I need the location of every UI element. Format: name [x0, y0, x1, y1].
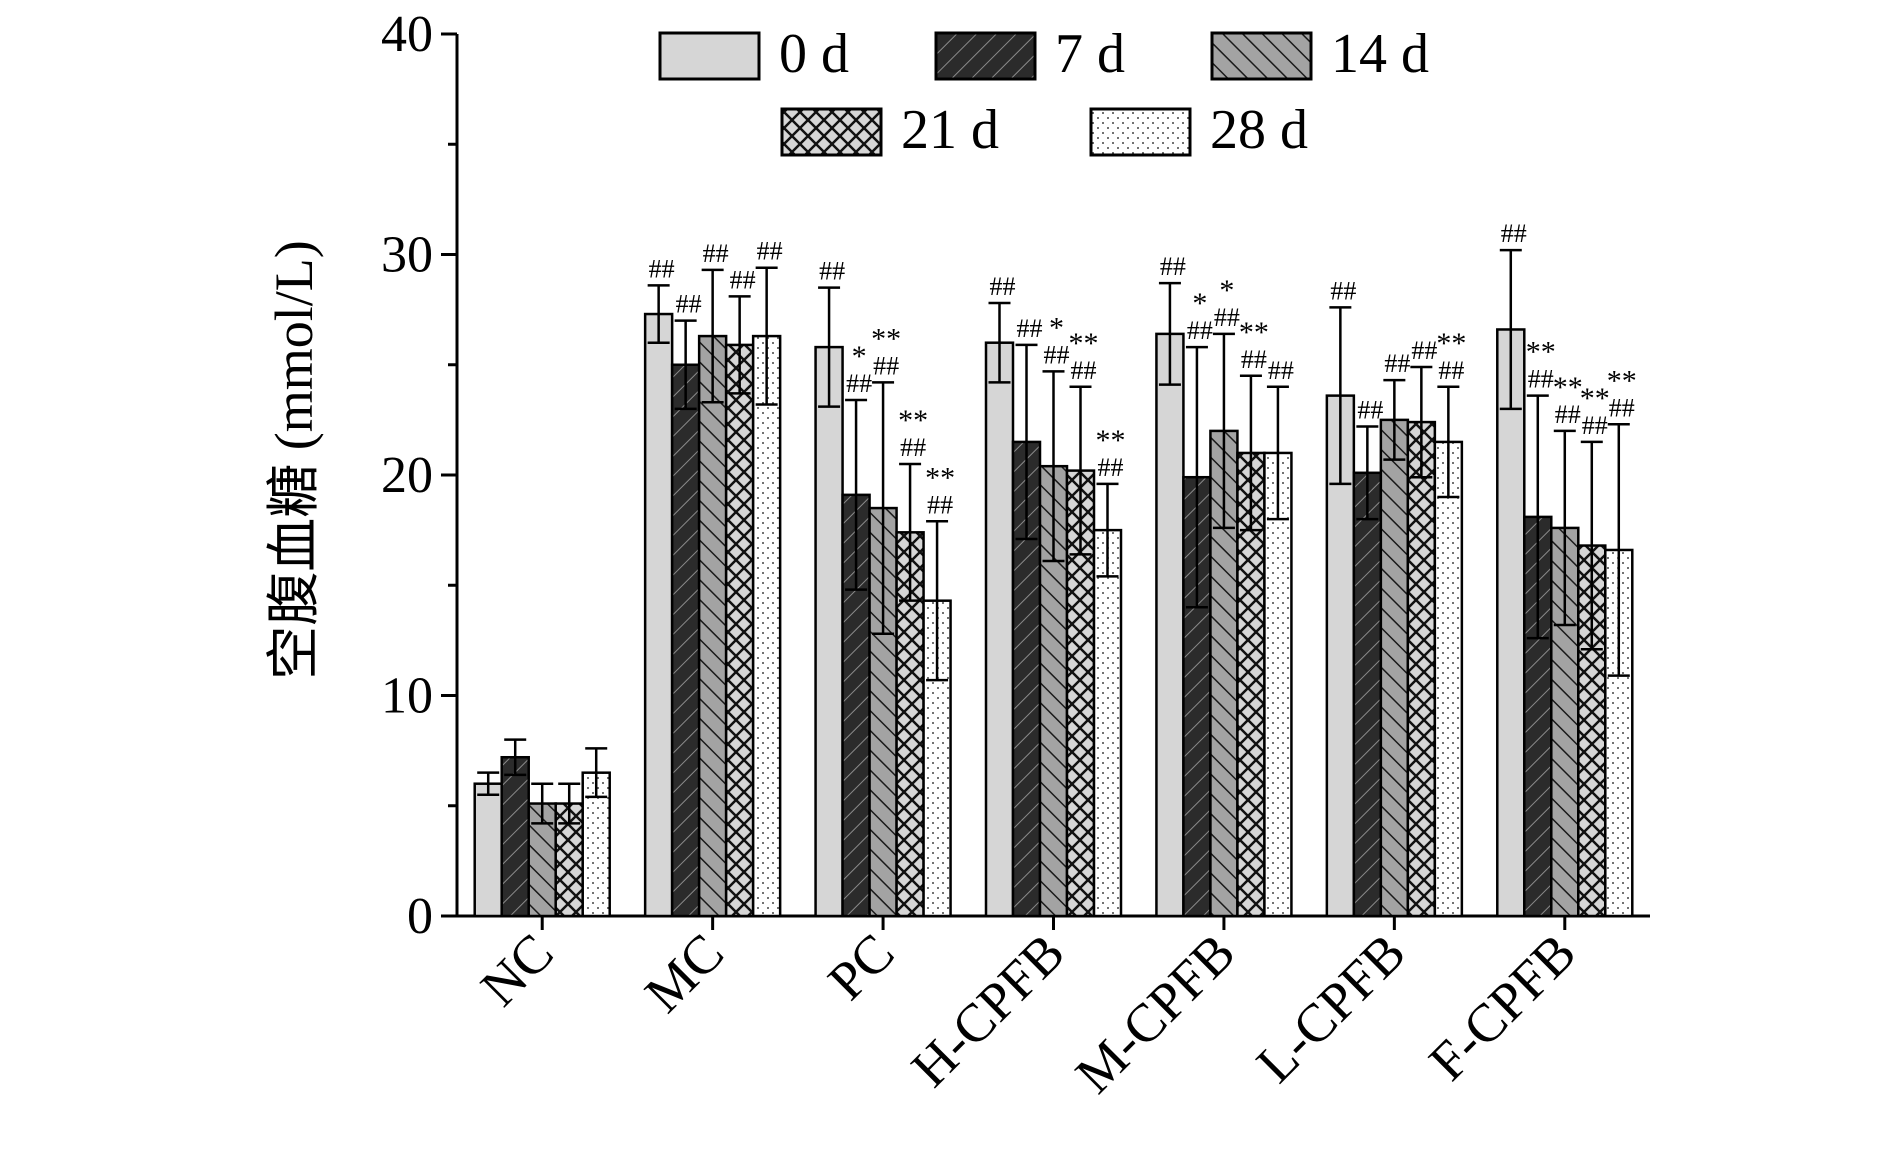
- significance-star-label: **: [1436, 327, 1466, 360]
- x-tick-label: L-CPFB: [1245, 922, 1417, 1094]
- significance-hash-label: ##: [703, 239, 729, 268]
- significance-star-label: **: [871, 322, 901, 355]
- bar: [724, 343, 755, 918]
- significance-hash-label: ##: [1160, 252, 1186, 281]
- legend-swatch: [780, 107, 883, 157]
- significance-hash-label: ##: [1438, 356, 1464, 385]
- significance-hash-label: ##: [1268, 356, 1294, 385]
- significance-star-label: **: [925, 461, 955, 494]
- y-axis-title: 空腹血糖 (mmol/L): [264, 240, 324, 679]
- significance-hash-label: ##: [1501, 219, 1527, 248]
- legend-label: 7 d: [1055, 23, 1125, 85]
- significance-star-label: *: [1192, 287, 1207, 320]
- significance-star-label: **: [1069, 327, 1099, 360]
- significance-hash-label: ##: [990, 272, 1016, 301]
- significance-hash-label: ##: [1555, 400, 1581, 429]
- legend-item: 7 d: [934, 23, 1125, 85]
- x-tick-label: NC: [469, 922, 564, 1017]
- legend-label: 0 d: [779, 23, 849, 85]
- bar: [751, 334, 782, 918]
- bar: [814, 345, 844, 918]
- significance-hash-label: ##: [1098, 453, 1124, 482]
- y-tick-label: 30: [381, 227, 433, 284]
- bar: [643, 312, 674, 918]
- significance-hash-label: ##: [927, 490, 953, 519]
- significance-hash-label: ##: [846, 369, 872, 398]
- bar: [1352, 471, 1383, 918]
- significance-hash-label: ##: [1609, 393, 1635, 422]
- bar: [1433, 440, 1464, 918]
- bar: [1092, 528, 1123, 918]
- bar: [984, 341, 1015, 918]
- bar: [1263, 451, 1293, 918]
- legend-swatch: [658, 31, 761, 81]
- significance-hash-label: ##: [1357, 395, 1383, 424]
- legend-label: 28 d: [1210, 99, 1308, 161]
- significance-hash-label: ##: [649, 254, 675, 283]
- legend-swatch: [1210, 31, 1313, 81]
- bar: [670, 363, 701, 918]
- significance-hash-label: ##: [676, 290, 702, 319]
- x-tick-label: M-CPFB: [1064, 922, 1247, 1105]
- significance-hash-label: ##: [1214, 303, 1240, 332]
- significance-hash-label: ##: [1241, 345, 1267, 374]
- bar: [1496, 328, 1526, 918]
- significance-hash-label: ##: [1411, 336, 1437, 365]
- x-tick-label: PC: [816, 922, 905, 1011]
- significance-hash-label: ##: [1044, 340, 1070, 369]
- significance-star-label: *: [852, 340, 867, 373]
- significance-hash-label: ##: [1071, 356, 1097, 385]
- bar: [473, 782, 503, 918]
- legend-item: 14 d: [1210, 23, 1429, 85]
- significance-star-label: **: [1553, 371, 1583, 404]
- significance-hash-label: ##: [1187, 316, 1213, 345]
- x-tick-label: MC: [633, 922, 735, 1024]
- y-tick-label: 40: [381, 6, 433, 63]
- significance-star-label: **: [1607, 364, 1637, 397]
- bar: [1155, 332, 1185, 918]
- y-tick-label: 0: [407, 888, 433, 945]
- legend-swatch: [934, 31, 1037, 81]
- significance-star-label: *: [1049, 311, 1064, 344]
- legend: 0 d 7 d 14 d 21 d 28 d: [658, 23, 1429, 161]
- significance-hash-label: ##: [873, 351, 899, 380]
- significance-hash-label: ##: [1017, 314, 1043, 343]
- bar: [697, 334, 728, 918]
- significance-hash-label: ##: [1330, 276, 1356, 305]
- legend-label: 14 d: [1331, 23, 1429, 85]
- significance-star-label: **: [1096, 424, 1126, 457]
- bar: [500, 755, 530, 918]
- significance-star-label: **: [1580, 382, 1610, 415]
- legend-swatch: [1089, 107, 1192, 157]
- significance-hash-label: ##: [757, 237, 783, 266]
- bar: [922, 599, 952, 918]
- significance-star-label: **: [1239, 316, 1269, 349]
- y-tick-label: 20: [381, 447, 433, 504]
- x-tick-label: H-CPFB: [900, 922, 1076, 1098]
- x-tick-label: F-CPFB: [1417, 922, 1587, 1092]
- bar: [1406, 420, 1437, 918]
- legend-label: 21 d: [901, 99, 999, 161]
- significance-hash-label: ##: [900, 433, 926, 462]
- significance-hash-label: ##: [819, 257, 845, 286]
- bar: [1379, 418, 1410, 918]
- significance-hash-label: ##: [1528, 365, 1554, 394]
- significance-star-label: **: [898, 404, 928, 437]
- significance-star-label: **: [1526, 336, 1556, 369]
- y-tick-label: 10: [381, 668, 433, 725]
- legend-item: 28 d: [1089, 99, 1308, 161]
- bars-layer: ##############* ##**##**##**######*##**##…: [473, 219, 1637, 918]
- significance-hash-label: ##: [1384, 349, 1410, 378]
- significance-star-label: *: [1219, 274, 1234, 307]
- significance-hash-label: ##: [1582, 411, 1608, 440]
- legend-item: 21 d: [780, 99, 999, 161]
- significance-hash-label: ##: [730, 265, 756, 294]
- bar: [1604, 548, 1634, 918]
- legend-item: 0 d: [658, 23, 849, 85]
